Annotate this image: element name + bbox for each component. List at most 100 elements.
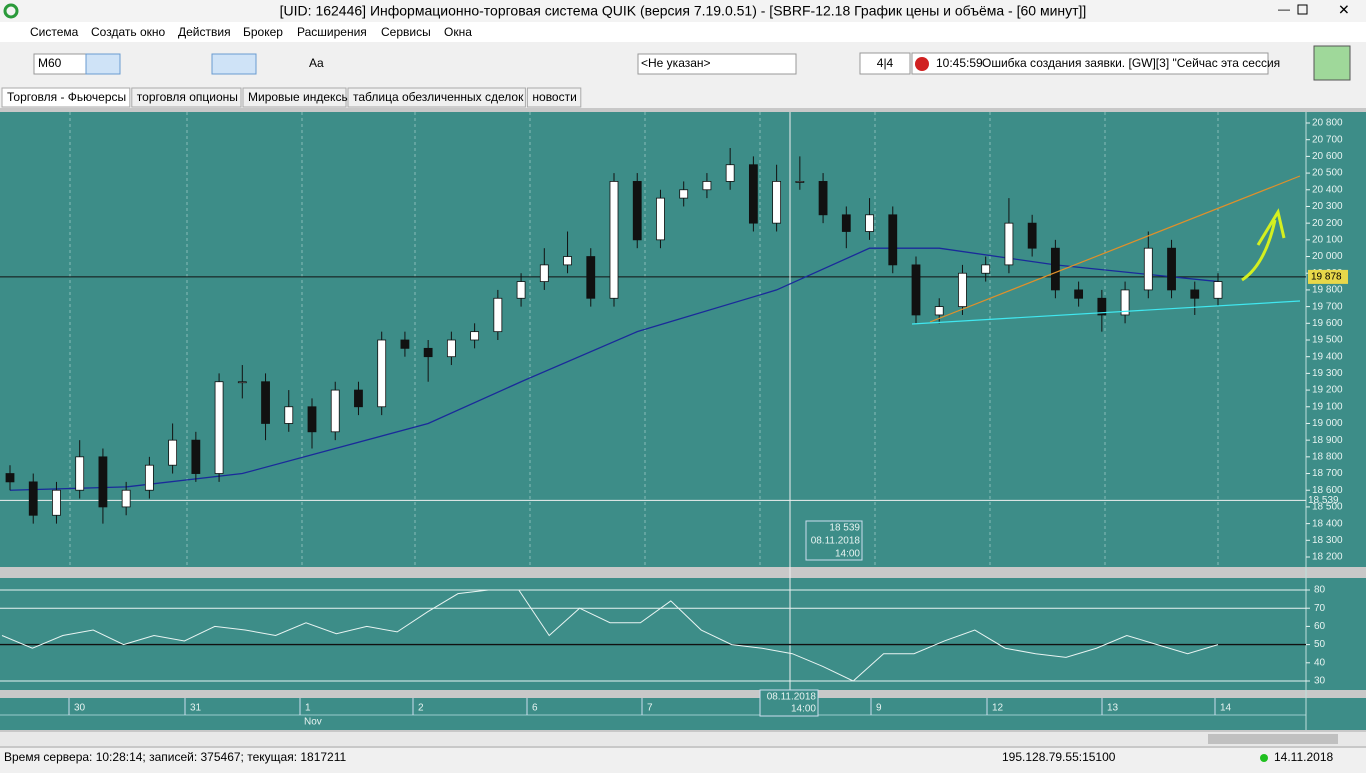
candle-body [5, 473, 15, 483]
osc-tick-label: 30 [1314, 676, 1326, 687]
y-tick-label: 18 600 [1312, 485, 1343, 496]
moving-average [9, 247, 1219, 491]
tab[interactable] [526, 87, 582, 108]
cross-tool[interactable] [85, 53, 121, 75]
cursor-time-axis: 14:00 [791, 704, 816, 715]
status-bar [0, 748, 1366, 768]
candle-body [377, 339, 387, 408]
y-tick-label: 20 000 [1312, 251, 1343, 262]
candle-body [539, 264, 549, 282]
y-tick-label: 20 500 [1312, 168, 1343, 179]
month-label: Nov [304, 717, 322, 728]
last-price-box [1308, 269, 1348, 284]
maximize[interactable] [1297, 4, 1308, 15]
y-tick-label: 18 500 [1312, 502, 1343, 513]
candle-body [958, 272, 967, 308]
counter-box [859, 52, 911, 75]
y-tick-label: 19 400 [1312, 351, 1343, 362]
tab-label[interactable]: таблица обезличенных сделок [353, 90, 524, 104]
client-combo[interactable] [637, 53, 797, 75]
candle-body [981, 264, 991, 274]
candle-body [423, 347, 433, 358]
hand-tool[interactable] [211, 53, 257, 75]
y-tick-label: 20 400 [1312, 184, 1343, 195]
close[interactable]: ✕ [1338, 2, 1350, 18]
y-tick-label: 18 300 [1312, 535, 1343, 546]
tab[interactable] [1, 87, 131, 108]
status-ip: 195.128.79.55:15100 [1002, 750, 1116, 764]
candle-body [307, 406, 317, 433]
y-tick-label: 19 800 [1312, 285, 1343, 296]
tab-label[interactable]: Мировые индексы [248, 90, 350, 104]
date-axis [0, 698, 1366, 730]
candle-body [1190, 289, 1200, 299]
y-tick-label: 19 600 [1312, 318, 1343, 329]
y-tick-label: 20 800 [1312, 118, 1343, 129]
y-tick-label: 20 600 [1312, 151, 1343, 162]
tab[interactable] [131, 87, 242, 108]
cursor-tooltip [805, 520, 863, 561]
candle-body [888, 214, 898, 266]
candle-body [75, 456, 85, 491]
menu-item[interactable]: Окна [444, 25, 472, 39]
title-bar [0, 0, 1366, 22]
menu-item[interactable]: Расширения [297, 25, 367, 39]
tab-label[interactable]: Торговля - Фьючерсы [7, 90, 126, 104]
minimize[interactable]: — [1278, 2, 1290, 16]
menu-bar [0, 22, 1366, 42]
tab[interactable] [242, 87, 347, 108]
message: Ошибка создания заявки. [GW][3] "Сейчас … [982, 56, 1280, 70]
candle-body [865, 214, 874, 232]
candle-body [748, 164, 758, 224]
connection-dot [1260, 754, 1268, 762]
menu-item[interactable]: Действия [178, 25, 231, 39]
date-label: 2 [418, 703, 424, 714]
date-label: 7 [647, 703, 653, 714]
candle-body [841, 214, 851, 232]
scrollbar[interactable] [0, 732, 1366, 746]
date-label: 12 [992, 703, 1004, 714]
cursor-tooltip-date: 08.11.2018 [811, 536, 861, 547]
menu-item[interactable]: Система [30, 25, 79, 39]
tab-label[interactable]: торговля опционы [137, 90, 238, 104]
y-tick-label: 19 000 [1312, 418, 1343, 429]
cursor-price-axis: 18 539 [1308, 495, 1339, 506]
scroll-thumb[interactable] [1208, 734, 1338, 744]
y-tick-label: 19 700 [1312, 301, 1343, 312]
candle-body [818, 181, 828, 216]
osc-tick-label: 40 [1314, 657, 1326, 668]
candle-body [702, 181, 712, 191]
candle-body [725, 164, 735, 182]
candle-body [330, 389, 340, 433]
cursor-date-axis: 08.11.2018 [767, 692, 817, 703]
tab[interactable] [347, 87, 526, 108]
font-tool[interactable]: Aa [309, 56, 324, 70]
y-tick-label: 20 700 [1312, 134, 1343, 145]
oscillator-panel [0, 578, 1366, 690]
candle-body [354, 389, 363, 408]
candle-body [1050, 247, 1060, 291]
status-date: 14.11.2018 [1274, 750, 1333, 764]
logo[interactable] [1313, 45, 1351, 81]
cursor-tooltip-price: 18 539 [829, 523, 860, 534]
cursor-date-box [759, 689, 819, 717]
candle-body [609, 181, 619, 299]
candle-body [632, 181, 642, 241]
interval: M60 [38, 56, 62, 70]
candle-body [563, 256, 572, 266]
y-tick-label: 18 700 [1312, 468, 1343, 479]
tab-label[interactable]: новости [532, 90, 576, 104]
menu-item[interactable]: Создать окно [91, 25, 165, 39]
candle-body [1213, 281, 1223, 299]
candle-body [679, 189, 689, 199]
candle-body [1120, 289, 1130, 316]
y-tick-label: 18 200 [1312, 552, 1343, 563]
menu-item[interactable]: Сервисы [381, 25, 431, 39]
message-box[interactable] [911, 52, 1269, 75]
osc-tick-label: 70 [1314, 603, 1326, 614]
candle-body [446, 339, 456, 358]
y-tick-label: 20 300 [1312, 201, 1343, 212]
y-tick-label: 19 300 [1312, 368, 1343, 379]
menu-item[interactable]: Брокер [243, 25, 283, 39]
